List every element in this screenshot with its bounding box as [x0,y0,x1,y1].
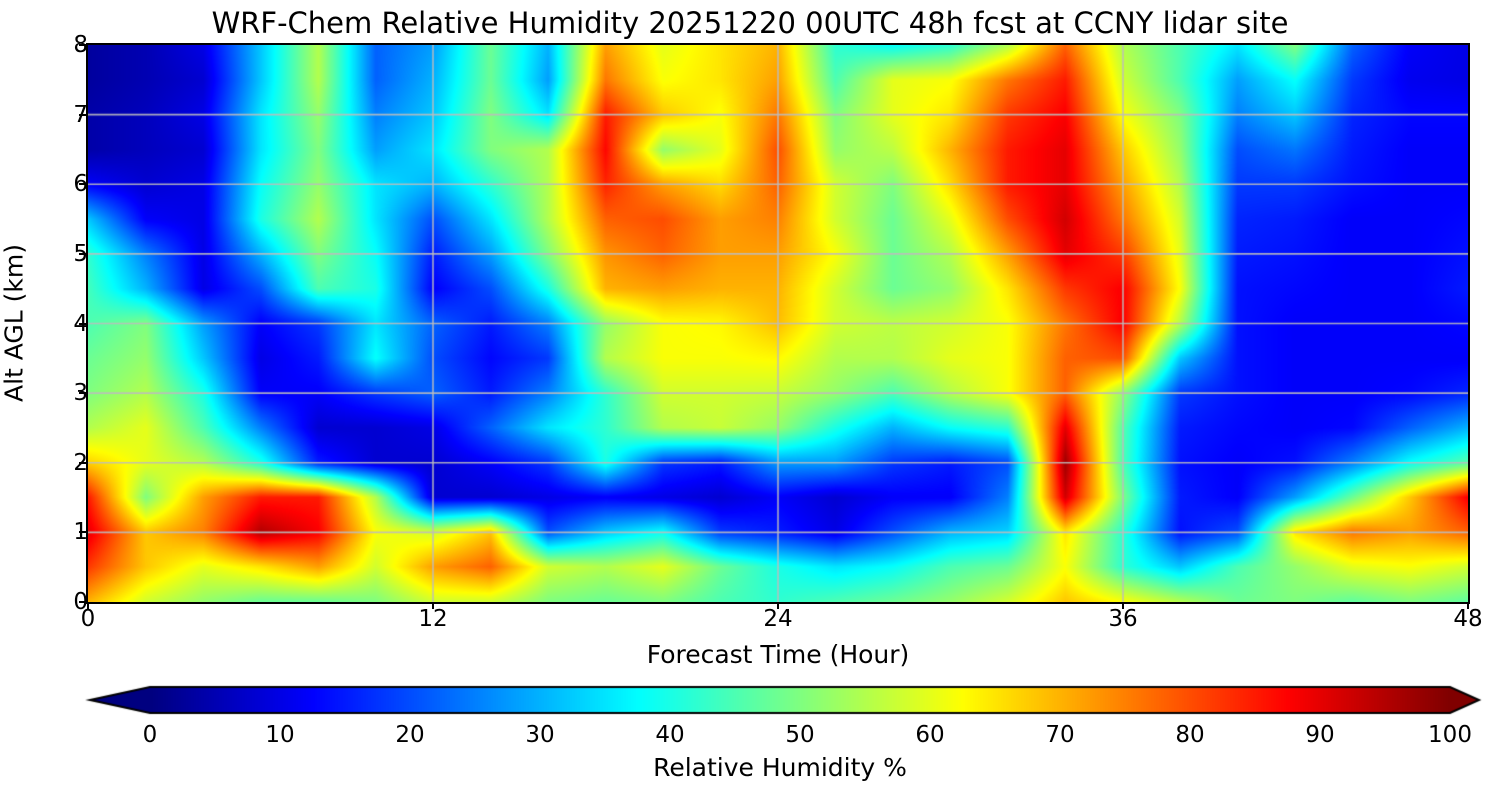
y-tick-mark [79,392,86,395]
colorbar-tick-label: 0 [142,722,158,748]
x-tick-label: 12 [418,606,448,632]
colorbar-tick-label: 60 [915,722,945,748]
x-tick-mark [777,602,779,609]
y-tick-mark [79,461,86,464]
colorbar-tick-label: 10 [265,722,295,748]
x-tick-mark [87,602,89,609]
heatmap-plot-area [86,43,1470,604]
x-axis-label: Forecast Time (Hour) [646,640,910,669]
colorbar-tick-label: 40 [655,722,685,748]
colorbar-tick-label: 100 [1428,722,1472,748]
colorbar-tick-label: 30 [525,722,555,748]
colorbar-tick-label: 80 [1175,722,1205,748]
chart-title: WRF-Chem Relative Humidity 20251220 00UT… [211,6,1289,40]
x-tick-label: 24 [763,606,793,632]
y-tick-mark [79,252,86,255]
x-tick-label: 48 [1453,606,1483,632]
colorbar-label: Relative Humidity % [653,753,907,782]
y-axis-label: Alt AGL (km) [0,243,29,403]
y-tick-mark [79,113,86,116]
colorbar [85,684,1485,716]
x-tick-mark [432,602,434,609]
colorbar-tick-label: 20 [395,722,425,748]
y-tick-mark [79,322,86,325]
y-tick-mark [79,601,86,603]
y-tick-mark [79,531,86,534]
colorbar-tick-label: 90 [1305,722,1335,748]
relative-humidity-heatmap [88,45,1468,602]
x-tick-mark [1467,602,1469,609]
x-tick-label: 0 [80,606,96,632]
x-tick-label: 36 [1108,606,1138,632]
y-tick-mark [79,44,86,46]
y-tick-mark [79,183,86,186]
colorbar-tick-label: 70 [1045,722,1075,748]
colorbar-tick-label: 50 [785,722,815,748]
x-tick-mark [1122,602,1124,609]
